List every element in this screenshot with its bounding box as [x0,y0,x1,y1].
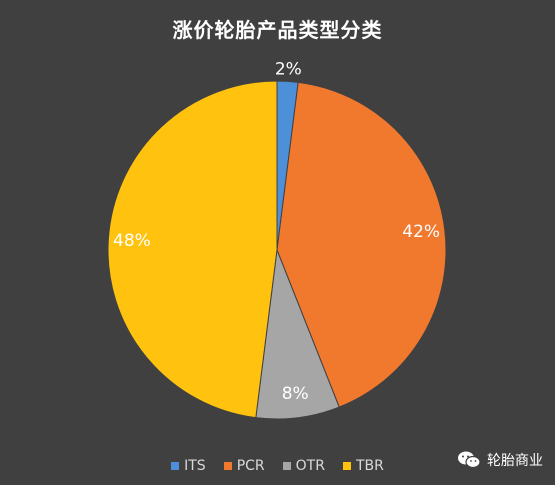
data-label-tbr: 48% [113,231,151,251]
legend-item-pcr: PCR [223,458,265,474]
pie-data-labels: 2% 42% 8% 48% [113,59,440,404]
legend-item-otr: OTR [282,458,325,474]
legend-swatch-its [171,462,180,470]
data-label-otr: 8% [282,384,309,404]
data-label-pcr: 42% [402,222,440,242]
legend-swatch-otr [282,462,291,470]
chart-legend: ITS PCR OTR TBR [0,458,555,474]
wechat-icon [457,450,481,470]
legend-swatch-pcr [223,462,232,470]
legend-label-otr: OTR [295,458,325,474]
data-label-its: 2% [275,59,302,79]
legend-label-pcr: PCR [236,458,265,474]
watermark: 轮胎商业 [457,450,543,470]
pie-slices [107,80,447,420]
legend-label-tbr: TBR [355,458,384,474]
legend-item-its: ITS [171,458,206,474]
chart-title: 涨价轮胎产品类型分类 [172,18,383,42]
pie-slice-tbr [107,80,278,419]
watermark-text: 轮胎商业 [487,453,543,469]
legend-item-tbr: TBR [342,458,384,474]
legend-label-its: ITS [184,458,206,474]
pie-slice-pcr [276,81,447,408]
legend-swatch-tbr [342,462,351,470]
